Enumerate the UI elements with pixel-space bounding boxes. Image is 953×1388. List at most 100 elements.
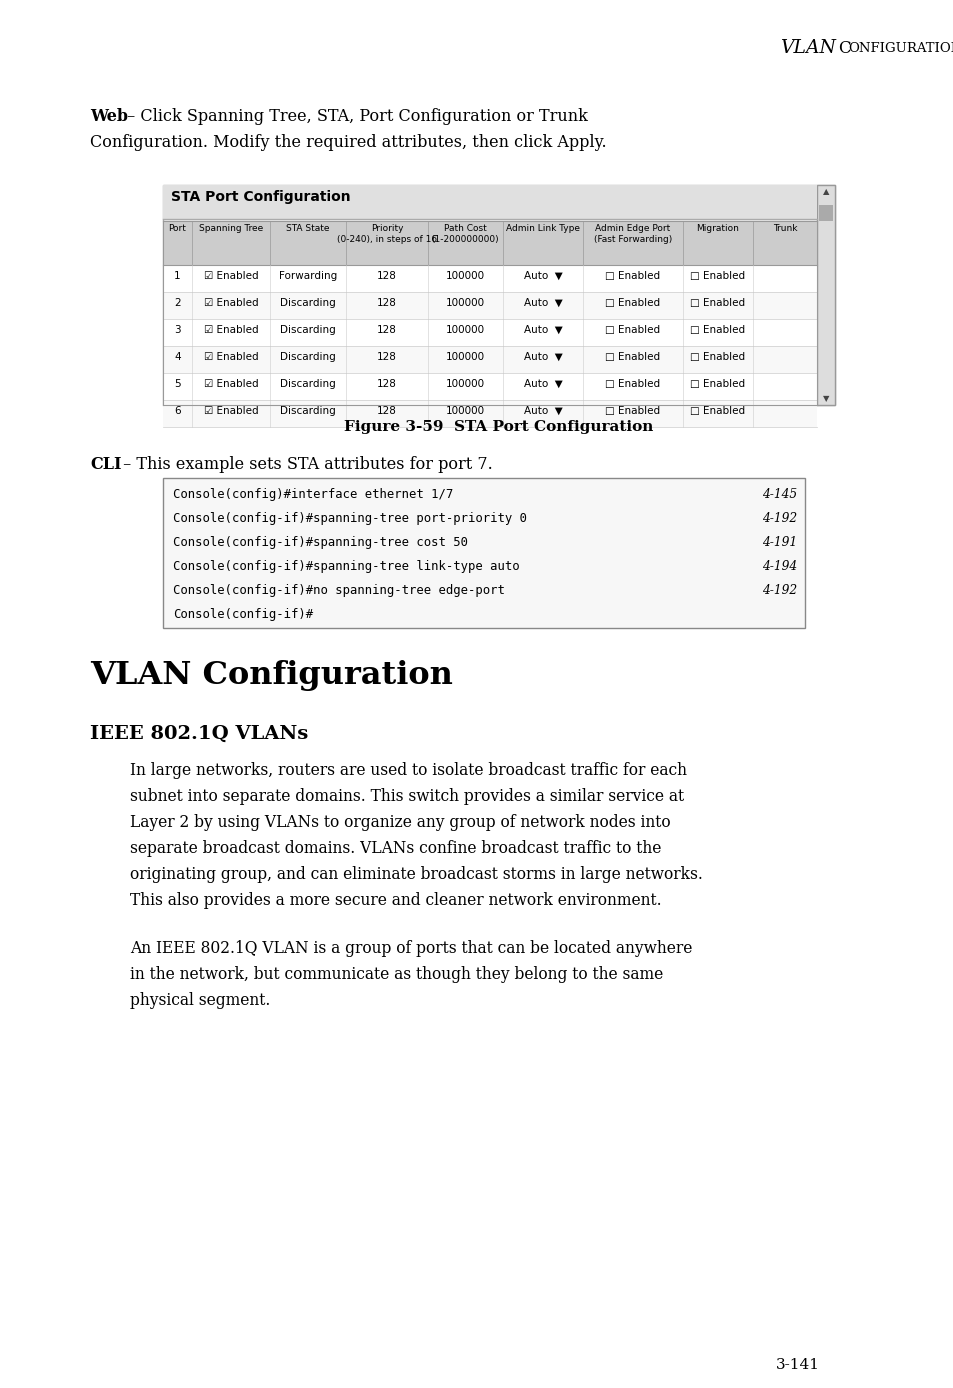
Text: VLAN Configuration: VLAN Configuration — [90, 661, 453, 691]
Text: Console(config-if)#spanning-tree cost 50: Console(config-if)#spanning-tree cost 50 — [172, 536, 468, 550]
Text: in the network, but communicate as though they belong to the same: in the network, but communicate as thoug… — [130, 966, 662, 983]
Text: □ Enabled: □ Enabled — [605, 353, 659, 362]
Text: □ Enabled: □ Enabled — [690, 298, 745, 308]
Text: Auto  ▼: Auto ▼ — [523, 298, 561, 308]
Text: Admin Edge Port
(Fast Forwarding): Admin Edge Port (Fast Forwarding) — [594, 223, 672, 244]
Text: 3: 3 — [174, 325, 181, 335]
Text: □ Enabled: □ Enabled — [605, 325, 659, 335]
Text: 128: 128 — [376, 407, 396, 416]
Text: STA Port Configuration: STA Port Configuration — [171, 190, 351, 204]
Text: STA State: STA State — [286, 223, 330, 233]
Text: Admin Link Type: Admin Link Type — [505, 223, 579, 233]
Text: 1: 1 — [174, 271, 181, 280]
Text: □ Enabled: □ Enabled — [690, 325, 745, 335]
Text: In large networks, routers are used to isolate broadcast traffic for each: In large networks, routers are used to i… — [130, 762, 686, 779]
Text: Discarding: Discarding — [280, 353, 335, 362]
Text: 4-192: 4-192 — [761, 584, 796, 597]
Text: □ Enabled: □ Enabled — [690, 353, 745, 362]
Text: physical segment.: physical segment. — [130, 992, 270, 1009]
Text: 100000: 100000 — [445, 353, 484, 362]
Text: Auto  ▼: Auto ▼ — [523, 407, 561, 416]
Bar — [163, 291, 816, 319]
Text: ☑ Enabled: ☑ Enabled — [204, 379, 258, 389]
Text: – Click Spanning Tree, STA, Port Configuration or Trunk: – Click Spanning Tree, STA, Port Configu… — [122, 108, 587, 125]
Text: originating group, and can eliminate broadcast storms in large networks.: originating group, and can eliminate bro… — [130, 866, 702, 883]
Text: Discarding: Discarding — [280, 379, 335, 389]
Bar — [163, 373, 816, 400]
Bar — [163, 477, 804, 627]
Text: 2: 2 — [174, 298, 181, 308]
Text: Console(config-if)#no spanning-tree edge-port: Console(config-if)#no spanning-tree edge… — [172, 584, 504, 597]
Text: ▼: ▼ — [821, 394, 828, 403]
Text: Console(config-if)#: Console(config-if)# — [172, 608, 313, 620]
Text: □ Enabled: □ Enabled — [605, 379, 659, 389]
Text: Port: Port — [169, 223, 186, 233]
Text: □ Enabled: □ Enabled — [605, 298, 659, 308]
Text: ☑ Enabled: ☑ Enabled — [204, 353, 258, 362]
Bar — [163, 400, 816, 428]
Text: Migration: Migration — [696, 223, 739, 233]
Text: VLAN: VLAN — [780, 39, 835, 57]
Text: – This example sets STA attributes for port 7.: – This example sets STA attributes for p… — [118, 457, 493, 473]
Text: Console(config-if)#spanning-tree link-type auto: Console(config-if)#spanning-tree link-ty… — [172, 559, 519, 573]
Text: ONFIGURATION: ONFIGURATION — [847, 42, 953, 54]
Text: Spanning Tree: Spanning Tree — [198, 223, 263, 233]
Text: This also provides a more secure and cleaner network environment.: This also provides a more secure and cle… — [130, 892, 661, 909]
Text: Path Cost
(1-200000000): Path Cost (1-200000000) — [432, 223, 498, 244]
Text: Auto  ▼: Auto ▼ — [523, 353, 561, 362]
Text: □ Enabled: □ Enabled — [605, 407, 659, 416]
Text: Discarding: Discarding — [280, 407, 335, 416]
Text: 100000: 100000 — [445, 407, 484, 416]
Text: Layer 2 by using VLANs to organize any group of network nodes into: Layer 2 by using VLANs to organize any g… — [130, 813, 670, 831]
Text: 128: 128 — [376, 325, 396, 335]
Text: 4-194: 4-194 — [761, 559, 796, 573]
Text: 128: 128 — [376, 379, 396, 389]
Text: 4-191: 4-191 — [761, 536, 796, 550]
Text: 128: 128 — [376, 271, 396, 280]
Text: Discarding: Discarding — [280, 298, 335, 308]
Bar — [163, 185, 816, 219]
Text: 100000: 100000 — [445, 271, 484, 280]
Text: ☑ Enabled: ☑ Enabled — [204, 325, 258, 335]
Text: Forwarding: Forwarding — [278, 271, 336, 280]
Text: 128: 128 — [376, 353, 396, 362]
Text: 3-141: 3-141 — [775, 1357, 820, 1371]
Text: Discarding: Discarding — [280, 325, 335, 335]
Text: Auto  ▼: Auto ▼ — [523, 271, 561, 280]
Text: □ Enabled: □ Enabled — [690, 379, 745, 389]
Text: ☑ Enabled: ☑ Enabled — [204, 298, 258, 308]
Bar — [163, 346, 816, 373]
Text: 100000: 100000 — [445, 325, 484, 335]
Text: Priority
(0-240), in steps of 16: Priority (0-240), in steps of 16 — [336, 223, 436, 244]
Bar — [818, 205, 832, 221]
Text: 100000: 100000 — [445, 379, 484, 389]
Text: IEEE 802.1Q VLANs: IEEE 802.1Q VLANs — [90, 725, 308, 743]
Text: CLI: CLI — [90, 457, 121, 473]
Text: An IEEE 802.1Q VLAN is a group of ports that can be located anywhere: An IEEE 802.1Q VLAN is a group of ports … — [130, 940, 692, 956]
Text: ☑ Enabled: ☑ Enabled — [204, 271, 258, 280]
Text: Console(config)#interface ethernet 1/7: Console(config)#interface ethernet 1/7 — [172, 489, 453, 501]
Text: 6: 6 — [174, 407, 181, 416]
Text: Figure 3-59  STA Port Configuration: Figure 3-59 STA Port Configuration — [344, 421, 653, 434]
Text: 5: 5 — [174, 379, 181, 389]
Text: separate broadcast domains. VLANs confine broadcast traffic to the: separate broadcast domains. VLANs confin… — [130, 840, 660, 856]
Text: Auto  ▼: Auto ▼ — [523, 325, 561, 335]
Text: 4-192: 4-192 — [761, 512, 796, 525]
Text: □ Enabled: □ Enabled — [605, 271, 659, 280]
Bar — [163, 265, 816, 291]
Text: 4: 4 — [174, 353, 181, 362]
Text: Configuration. Modify the required attributes, then click Apply.: Configuration. Modify the required attri… — [90, 135, 606, 151]
Text: Console(config-if)#spanning-tree port-priority 0: Console(config-if)#spanning-tree port-pr… — [172, 512, 526, 525]
Text: 128: 128 — [376, 298, 396, 308]
Text: 4-145: 4-145 — [761, 489, 796, 501]
Text: Web: Web — [90, 108, 128, 125]
Text: C: C — [837, 39, 850, 57]
Bar — [163, 319, 816, 346]
Text: □ Enabled: □ Enabled — [690, 407, 745, 416]
Text: □ Enabled: □ Enabled — [690, 271, 745, 280]
Bar — [163, 221, 816, 265]
Text: ☑ Enabled: ☑ Enabled — [204, 407, 258, 416]
Text: subnet into separate domains. This switch provides a similar service at: subnet into separate domains. This switc… — [130, 788, 683, 805]
Text: Auto  ▼: Auto ▼ — [523, 379, 561, 389]
Text: ▲: ▲ — [821, 187, 828, 196]
